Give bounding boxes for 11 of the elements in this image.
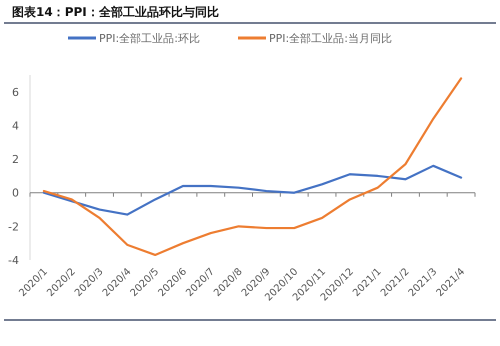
y-tick-label: 2 bbox=[12, 153, 19, 166]
legend-label: PPI:全部工业品:当月同比 bbox=[269, 32, 392, 45]
chart-title: 图表14：PPI：全部工业品环比与同比 bbox=[12, 5, 219, 19]
y-tick-label: -4 bbox=[8, 254, 19, 267]
line-series bbox=[42, 164, 462, 216]
line-series bbox=[42, 77, 462, 256]
y-tick-label: 0 bbox=[12, 186, 19, 200]
y-tick-label: 4 bbox=[12, 119, 19, 132]
y-tick-label: -2 bbox=[8, 220, 19, 234]
legend-label: PPI:全部工业品:环比 bbox=[99, 32, 200, 45]
y-tick-label: 6 bbox=[12, 86, 19, 99]
